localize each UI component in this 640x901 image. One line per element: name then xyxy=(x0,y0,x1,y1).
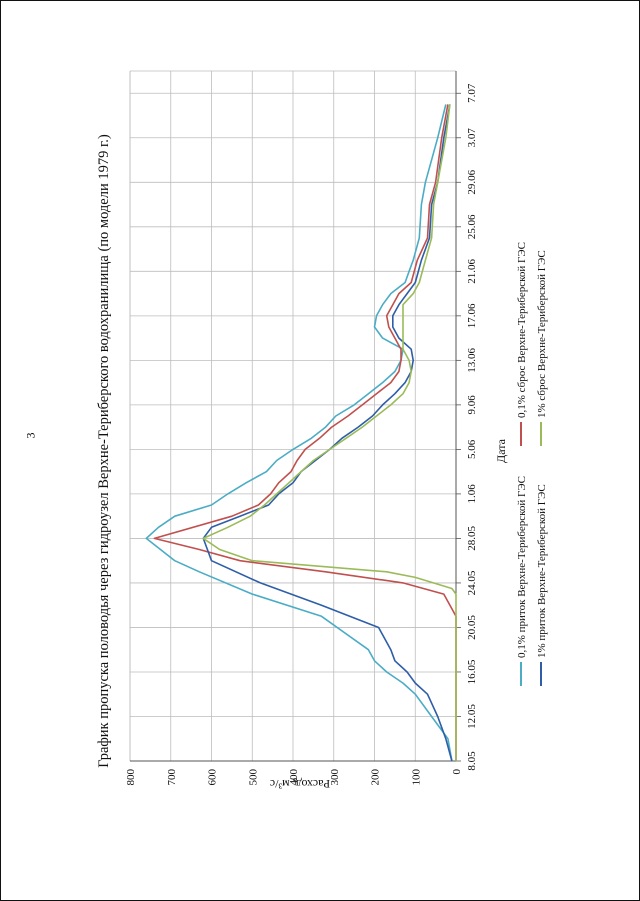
x-axis-label: Дата xyxy=(494,438,508,463)
y-tick-label: 600 xyxy=(207,769,219,786)
x-tick-label: 20.05 xyxy=(466,615,478,640)
x-tick-label: 21.06 xyxy=(466,258,478,283)
x-tick-label: 9.06 xyxy=(466,395,478,415)
x-tick-label: 7.07 xyxy=(466,83,478,103)
x-tick-label: 17.06 xyxy=(466,303,478,328)
y-tick-label: 300 xyxy=(329,769,341,786)
series-line-2 xyxy=(153,104,457,761)
x-tick-label: 8.05 xyxy=(466,751,478,771)
legend: 0,1% приток Верхне-Териберской ГЭС 0,1% с… xyxy=(516,242,548,686)
y-tick-label: 700 xyxy=(166,769,178,786)
legend-label-2: 0,1% сброс Верхне-Териберской ГЭС xyxy=(516,242,528,418)
grid xyxy=(129,70,457,762)
x-tick-label: 5.06 xyxy=(466,439,478,459)
legend-label-1: 0,1% приток Верхне-Териберской ГЭС xyxy=(516,476,528,658)
series-layer xyxy=(145,104,457,762)
chart-title: График пропуска половодья через гидроузе… xyxy=(96,134,112,768)
y-tick-label: 500 xyxy=(247,769,259,786)
legend-label-4: 1% сброс Верхне-Териберской ГЭС xyxy=(536,250,548,418)
x-tick-label: 25.06 xyxy=(466,214,478,239)
y-tick-label: 400 xyxy=(288,769,300,786)
y-axis-label: Расход, м³/с xyxy=(270,777,330,791)
series-line-4 xyxy=(202,104,457,761)
x-tick-label: 29.06 xyxy=(466,169,478,194)
x-tick-label: 16.05 xyxy=(466,659,478,684)
legend-label-3: 1% приток Верхне-Териберской ГЭС xyxy=(536,484,548,658)
series-line-1 xyxy=(145,104,453,762)
x-tick-label: 12.05 xyxy=(466,704,478,729)
axes: 0 100 200 300 400 500 600 700 800 8.05 12.05 16.05 2… xyxy=(125,71,478,786)
x-tick-label: 3.07 xyxy=(466,128,478,148)
y-tick-label: 0 xyxy=(451,769,463,775)
y-tick-label: 800 xyxy=(125,769,137,786)
y-tick-label: 100 xyxy=(410,769,422,786)
x-tick-label: 13.06 xyxy=(466,347,478,372)
y-tick-label: 200 xyxy=(370,769,382,786)
x-tick-label: 24.05 xyxy=(466,570,478,595)
series-line-3 xyxy=(202,104,453,762)
x-tick-label: 1.06 xyxy=(466,484,478,504)
x-tick-label: 28.05 xyxy=(466,526,478,551)
